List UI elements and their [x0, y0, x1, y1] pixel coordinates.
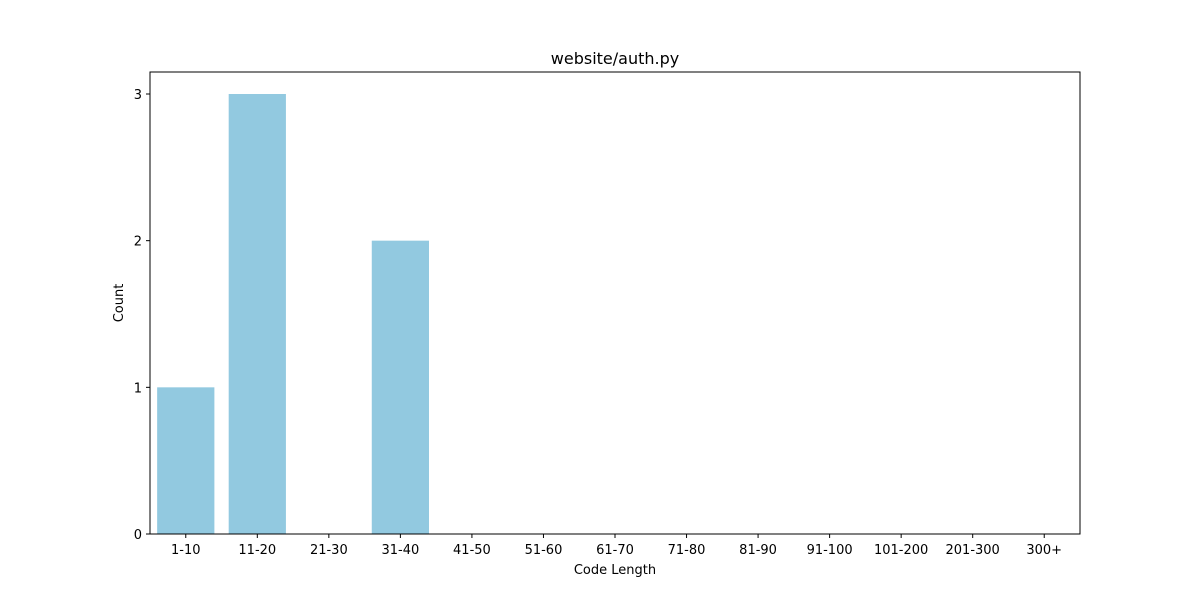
x-tick-label: 1-10	[171, 543, 201, 558]
bars-group	[157, 94, 429, 534]
x-tick-label: 11-20	[238, 543, 276, 558]
x-tick-label: 300+	[1026, 543, 1062, 558]
plot-frame	[149, 71, 1081, 535]
x-tick-label: 51-60	[525, 543, 563, 558]
bar-1-10	[157, 387, 215, 534]
x-tick-label: 91-100	[807, 543, 853, 558]
x-tick-label: 201-300	[946, 543, 1000, 558]
y-tick-label: 1	[134, 381, 142, 396]
x-tick-label: 41-50	[453, 543, 491, 558]
y-axis: 0 1 2 3	[134, 88, 150, 543]
x-axis: 1-10 11-20 21-30 31-40 41-50 51-60 61-70 71-80 8…	[171, 534, 1062, 558]
x-axis-label: Code Length	[574, 563, 656, 578]
x-tick-label: 81-90	[739, 543, 777, 558]
x-tick-label: 31-40	[381, 543, 419, 558]
y-tick-label: 0	[134, 528, 142, 543]
x-tick-label: 101-200	[874, 543, 928, 558]
bar-11-20	[228, 94, 286, 534]
x-tick-label: 71-80	[668, 543, 706, 558]
chart-title: website/auth.py	[551, 49, 679, 68]
y-tick-label: 2	[134, 235, 142, 250]
bar-31-40	[371, 240, 429, 534]
x-tick-label: 21-30	[310, 543, 348, 558]
y-tick-label: 3	[134, 88, 142, 103]
x-tick-label: 61-70	[596, 543, 634, 558]
y-axis-label: Count	[112, 284, 127, 323]
